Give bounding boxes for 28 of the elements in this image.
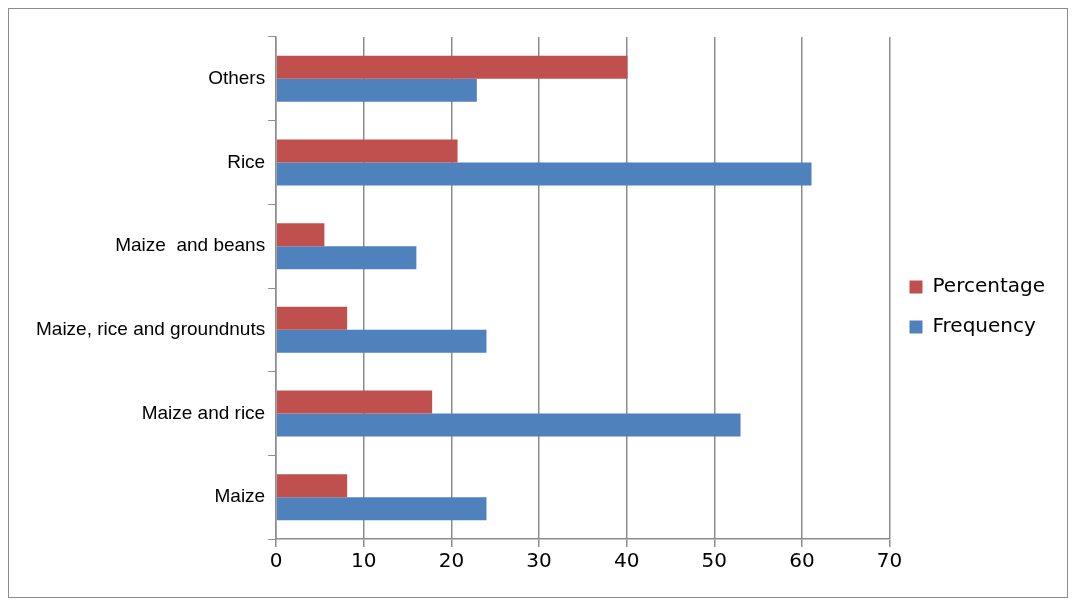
bar — [276, 162, 812, 186]
x-tick-label: 10 — [351, 548, 377, 573]
bar — [276, 329, 487, 353]
bar — [276, 306, 348, 330]
bar — [276, 413, 741, 437]
bar — [276, 246, 417, 270]
y-tick-label: Others — [208, 67, 266, 89]
x-tick-label: 30 — [526, 548, 552, 573]
x-tick-label: 60 — [789, 548, 815, 573]
bar — [276, 497, 487, 521]
bar — [276, 139, 458, 163]
y-tick-label: Maize — [214, 485, 266, 507]
x-tick-label: 40 — [613, 548, 640, 573]
bar — [276, 474, 348, 498]
x-tick-label: 0 — [269, 548, 283, 573]
bar — [276, 78, 477, 102]
bar — [276, 223, 325, 247]
x-tick-label: 70 — [876, 548, 903, 573]
bar — [276, 390, 433, 414]
y-tick-label: Rice — [227, 150, 266, 172]
legend-label: Percentage — [932, 273, 1046, 298]
y-tick-label: Maize and beans — [115, 234, 266, 256]
x-tick-label: 50 — [701, 548, 727, 573]
legend-label: Frequency — [932, 313, 1036, 338]
y-tick-label: Maize, rice and groundnuts — [36, 318, 266, 340]
bar — [276, 55, 628, 79]
x-tick-label: 20 — [438, 548, 465, 573]
y-tick-label: Maize and rice — [141, 401, 266, 423]
